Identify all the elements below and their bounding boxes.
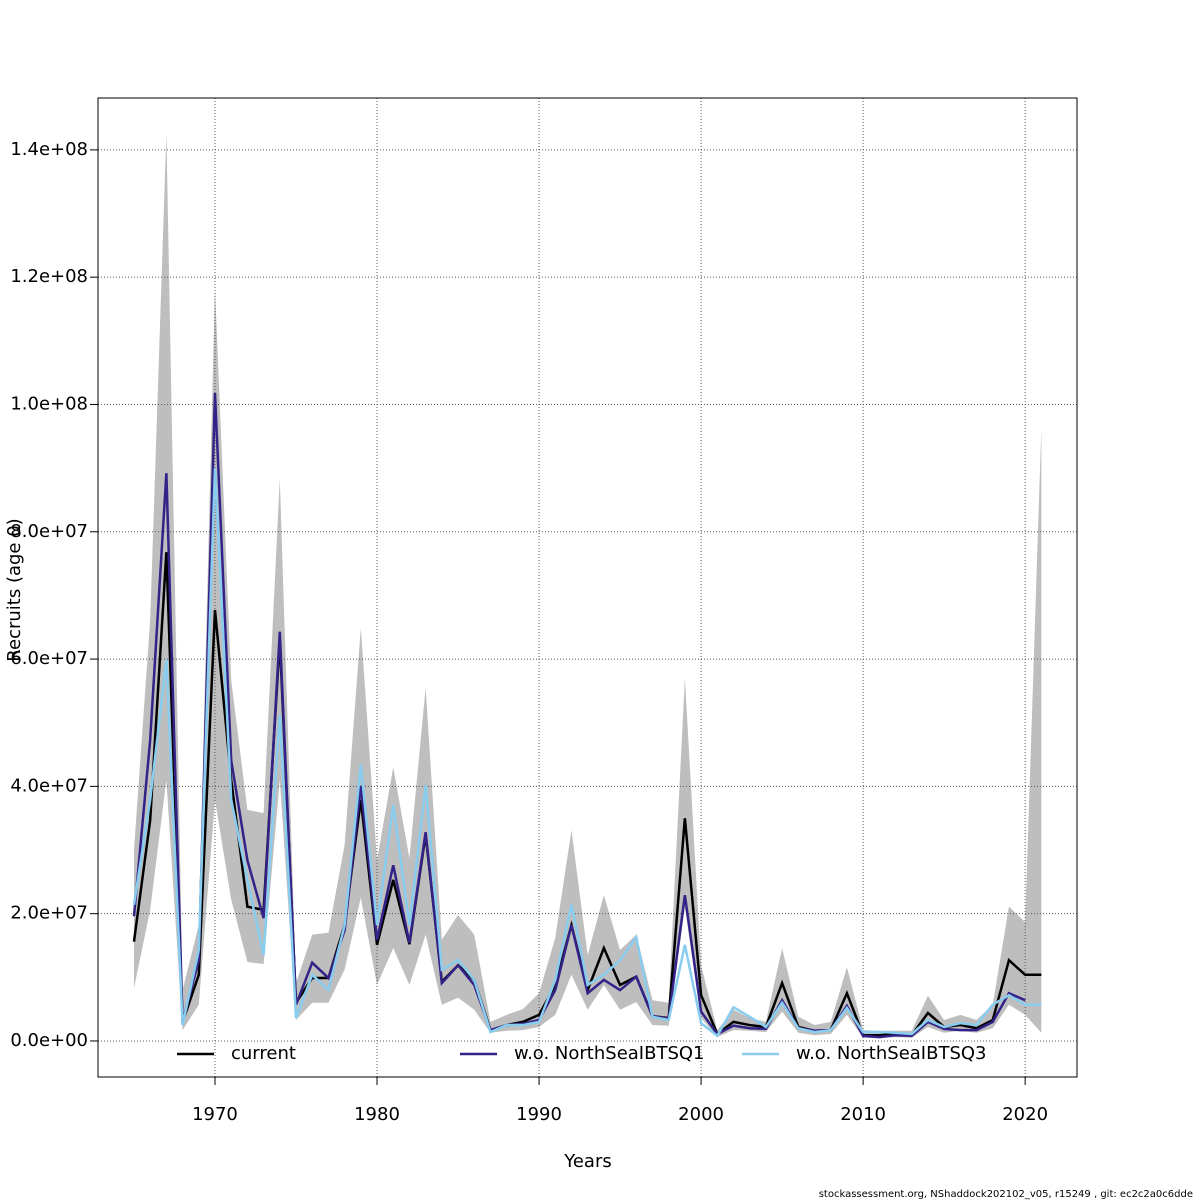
confidence-band	[133, 133, 1042, 1038]
x-tick-label: 2000	[678, 1104, 724, 1125]
x-tick-label: 1990	[516, 1104, 562, 1125]
y-tick-label: 4.0e+07	[10, 775, 88, 796]
y-tick-label: 1.4e+08	[10, 139, 88, 160]
x-tick-label: 2010	[840, 1104, 886, 1125]
plot-frame	[97, 97, 1078, 1078]
y-tick-label: 8.0e+07	[10, 521, 88, 542]
x-tick-label: 2020	[1002, 1104, 1048, 1125]
y-tick-label: 2.0e+07	[10, 903, 88, 924]
y-axis-label: Recruits (age 0)	[4, 518, 25, 661]
legend-label: w.o. NorthSeaIBTSQ3	[796, 1043, 987, 1064]
x-axis-label: Years	[563, 1151, 612, 1172]
legend-label: w.o. NorthSeaIBTSQ1	[514, 1043, 705, 1064]
series-line	[132, 392, 1026, 1039]
y-tick-label: 6.0e+07	[10, 648, 88, 669]
x-tick-label: 1980	[354, 1104, 400, 1125]
series-line	[132, 468, 1042, 1038]
y-tick-label: 1.2e+08	[10, 266, 88, 287]
legend-label: current	[231, 1043, 296, 1064]
y-tick-label: 1.0e+08	[10, 393, 88, 414]
x-tick-label: 1970	[192, 1104, 238, 1125]
y-tick-label: 0.0e+00	[10, 1030, 88, 1051]
footer: stockassessment.org, NShaddock202102_v05…	[819, 1189, 1193, 1200]
